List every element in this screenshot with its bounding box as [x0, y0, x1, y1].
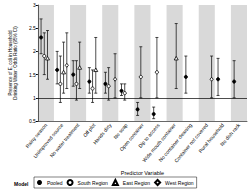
svg-text:No dish rack: No dish rack [219, 122, 242, 148]
svg-text:No soap: No soap [112, 122, 129, 141]
svg-text:Open container: Open container [118, 122, 145, 153]
svg-text:2.5: 2.5 [29, 25, 36, 31]
svg-text:Model: Model [14, 181, 29, 187]
svg-text:Wide mouth container: Wide mouth container [141, 122, 177, 164]
svg-text:3: 3 [33, 2, 36, 8]
svg-text:Container not covered: Container not covered [172, 122, 210, 164]
svg-text:1.5: 1.5 [29, 72, 36, 78]
svg-text:East Region: East Region [123, 180, 150, 186]
svg-text:Presence of E. coli in Househo: Presence of E. coli in Household [8, 30, 13, 96]
svg-text:0.5: 0.5 [29, 118, 36, 124]
svg-text:Rural household: Rural household [197, 122, 225, 154]
svg-text:Unimproved source: Unimproved source [31, 122, 65, 160]
svg-text:Off plot: Off plot [82, 122, 97, 139]
svg-text:Pooled: Pooled [47, 180, 63, 186]
svg-text:1: 1 [33, 95, 36, 101]
svg-text:No container cleaning: No container cleaning [157, 122, 193, 163]
svg-text:Dip to access: Dip to access [136, 122, 161, 149]
svg-text:Hands dirty: Hands dirty [92, 122, 113, 146]
svg-text:No water treatment: No water treatment [48, 122, 80, 159]
svg-text:Rainy season: Rainy season [24, 122, 49, 150]
svg-text:South Region: South Region [78, 180, 109, 186]
svg-text:West Region: West Region [165, 180, 194, 186]
svg-text:Drinking Water: Odds Ratio (95: Drinking Water: Odds Ratio (95% CI) [13, 26, 18, 100]
svg-text:2: 2 [33, 48, 36, 54]
svg-text:Predictor Variable: Predictor Variable [121, 170, 164, 176]
